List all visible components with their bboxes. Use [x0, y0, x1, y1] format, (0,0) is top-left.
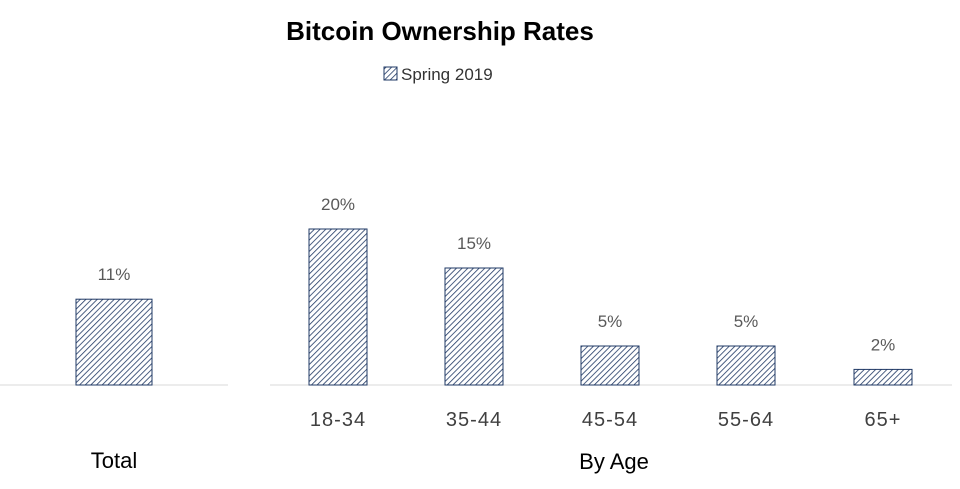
chart-marks: 11% 20% 18-34 15% 35-44 5% 45-54 5% 55-64 2% 65+: [75, 195, 913, 431]
bar-65+: [853, 368, 913, 386]
data-label-65+: 2%: [871, 335, 896, 354]
bar-total: [75, 298, 153, 386]
legend-swatch: [383, 66, 398, 81]
chart-title: Bitcoin Ownership Rates: [286, 16, 594, 46]
legend: Spring 2019: [383, 65, 493, 84]
tick-label-18-34: 18-34: [310, 409, 366, 431]
data-label-45-54: 5%: [598, 312, 623, 331]
data-label-35-44: 15%: [457, 234, 491, 253]
tick-label-65+: 65+: [865, 409, 902, 431]
bar-45-54: [580, 345, 640, 386]
data-label-18-34: 20%: [321, 195, 355, 214]
group-label-total: Total: [91, 448, 137, 473]
legend-label: Spring 2019: [401, 65, 493, 84]
data-label-55-64: 5%: [734, 312, 759, 331]
tick-label-55-64: 55-64: [718, 409, 774, 431]
bar-55-64: [716, 345, 776, 386]
tick-label-45-54: 45-54: [582, 409, 638, 431]
bar-18-34: [308, 228, 368, 386]
data-label-total: 11%: [98, 265, 131, 284]
group-label-by-age: By Age: [579, 449, 649, 474]
tick-label-35-44: 35-44: [446, 409, 502, 431]
bar-35-44: [444, 267, 504, 386]
